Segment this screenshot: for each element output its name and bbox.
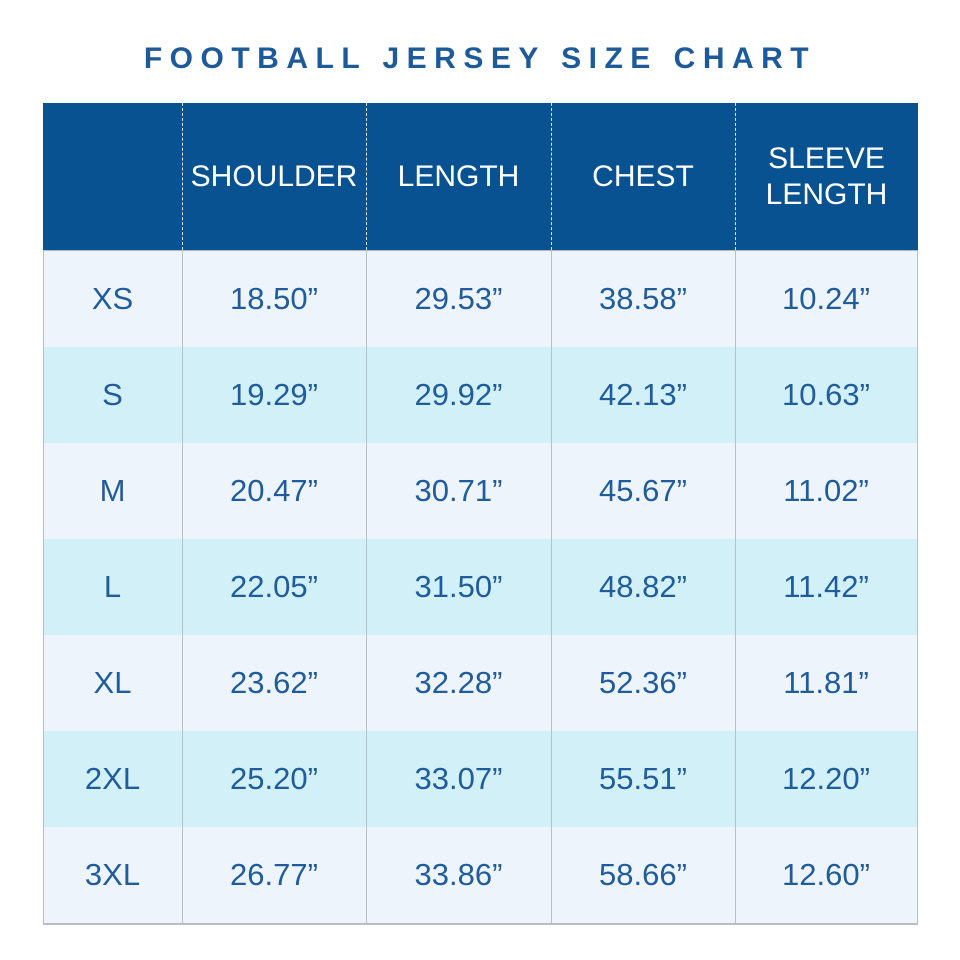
size-label: M: [99, 473, 126, 508]
chest-value: 45.67”: [550, 443, 735, 539]
chest-value: 48.82”: [550, 539, 735, 635]
sleeve-length-value: 10.24”: [734, 251, 917, 347]
length-value: 29.92”: [365, 347, 551, 443]
shoulder-value: 19.29”: [181, 347, 366, 443]
sleeve-length-value: 12.20”: [734, 731, 917, 827]
size-label: 3XL: [84, 857, 141, 892]
chest-value: 55.51”: [550, 731, 735, 827]
table-row-m: M 20.47” 30.71” 45.67” 11.02”: [43, 443, 917, 539]
size-label: XL: [93, 665, 132, 700]
table-body: XS 18.50” 29.53” 38.58” 10.24” S 19.29” …: [42, 250, 918, 925]
sleeve-length-value: 11.81”: [734, 635, 917, 731]
size-label: S: [102, 377, 123, 412]
header-cell-chest: CHEST: [550, 103, 735, 250]
table-row-xs: XS 18.50” 29.53” 38.58” 10.24”: [43, 251, 917, 347]
table-row-2xl: 2XL 25.20” 33.07” 55.51” 12.20”: [43, 731, 917, 827]
header-cell-shoulder: SHOULDER: [181, 103, 366, 250]
size-label: XS: [91, 281, 134, 316]
length-value: 32.28”: [365, 635, 551, 731]
shoulder-value: 22.05”: [181, 539, 366, 635]
size-table: SHOULDER LENGTH CHEST SLEEVE LENGTH XS 1…: [42, 103, 918, 925]
header-cell-sleeve-length: SLEEVE LENGTH: [734, 103, 918, 250]
shoulder-value: 18.50”: [181, 251, 366, 347]
shoulder-value: 26.77”: [181, 827, 366, 923]
table-row-s: S 19.29” 29.92” 42.13” 10.63”: [43, 347, 917, 443]
size-label: 2XL: [84, 761, 141, 796]
length-value: 31.50”: [365, 539, 551, 635]
table-row-xl: XL 23.62” 32.28” 52.36” 11.81”: [43, 635, 917, 731]
shoulder-value: 25.20”: [181, 731, 366, 827]
header-cell-length: LENGTH: [365, 103, 551, 250]
shoulder-value: 20.47”: [181, 443, 366, 539]
page-title: FOOTBALL JERSEY SIZE CHART: [143, 42, 817, 75]
length-value: 30.71”: [365, 443, 551, 539]
sleeve-length-value: 11.02”: [734, 443, 917, 539]
sleeve-length-value: 11.42”: [734, 539, 917, 635]
length-value: 33.07”: [365, 731, 551, 827]
shoulder-value: 23.62”: [181, 635, 366, 731]
header-cell-size: [43, 103, 182, 250]
size-label: L: [103, 569, 122, 604]
sleeve-length-value: 10.63”: [734, 347, 917, 443]
length-value: 29.53”: [365, 251, 551, 347]
table-row-3xl: 3XL 26.77” 33.86” 58.66” 12.60”: [43, 827, 917, 923]
sleeve-length-value: 12.60”: [734, 827, 917, 923]
table-row-l: L 22.05” 31.50” 48.82” 11.42”: [43, 539, 917, 635]
chest-value: 42.13”: [550, 347, 735, 443]
table-header-row: SHOULDER LENGTH CHEST SLEEVE LENGTH: [42, 103, 918, 250]
chest-value: 52.36”: [550, 635, 735, 731]
chest-value: 58.66”: [550, 827, 735, 923]
length-value: 33.86”: [365, 827, 551, 923]
chest-value: 38.58”: [550, 251, 735, 347]
